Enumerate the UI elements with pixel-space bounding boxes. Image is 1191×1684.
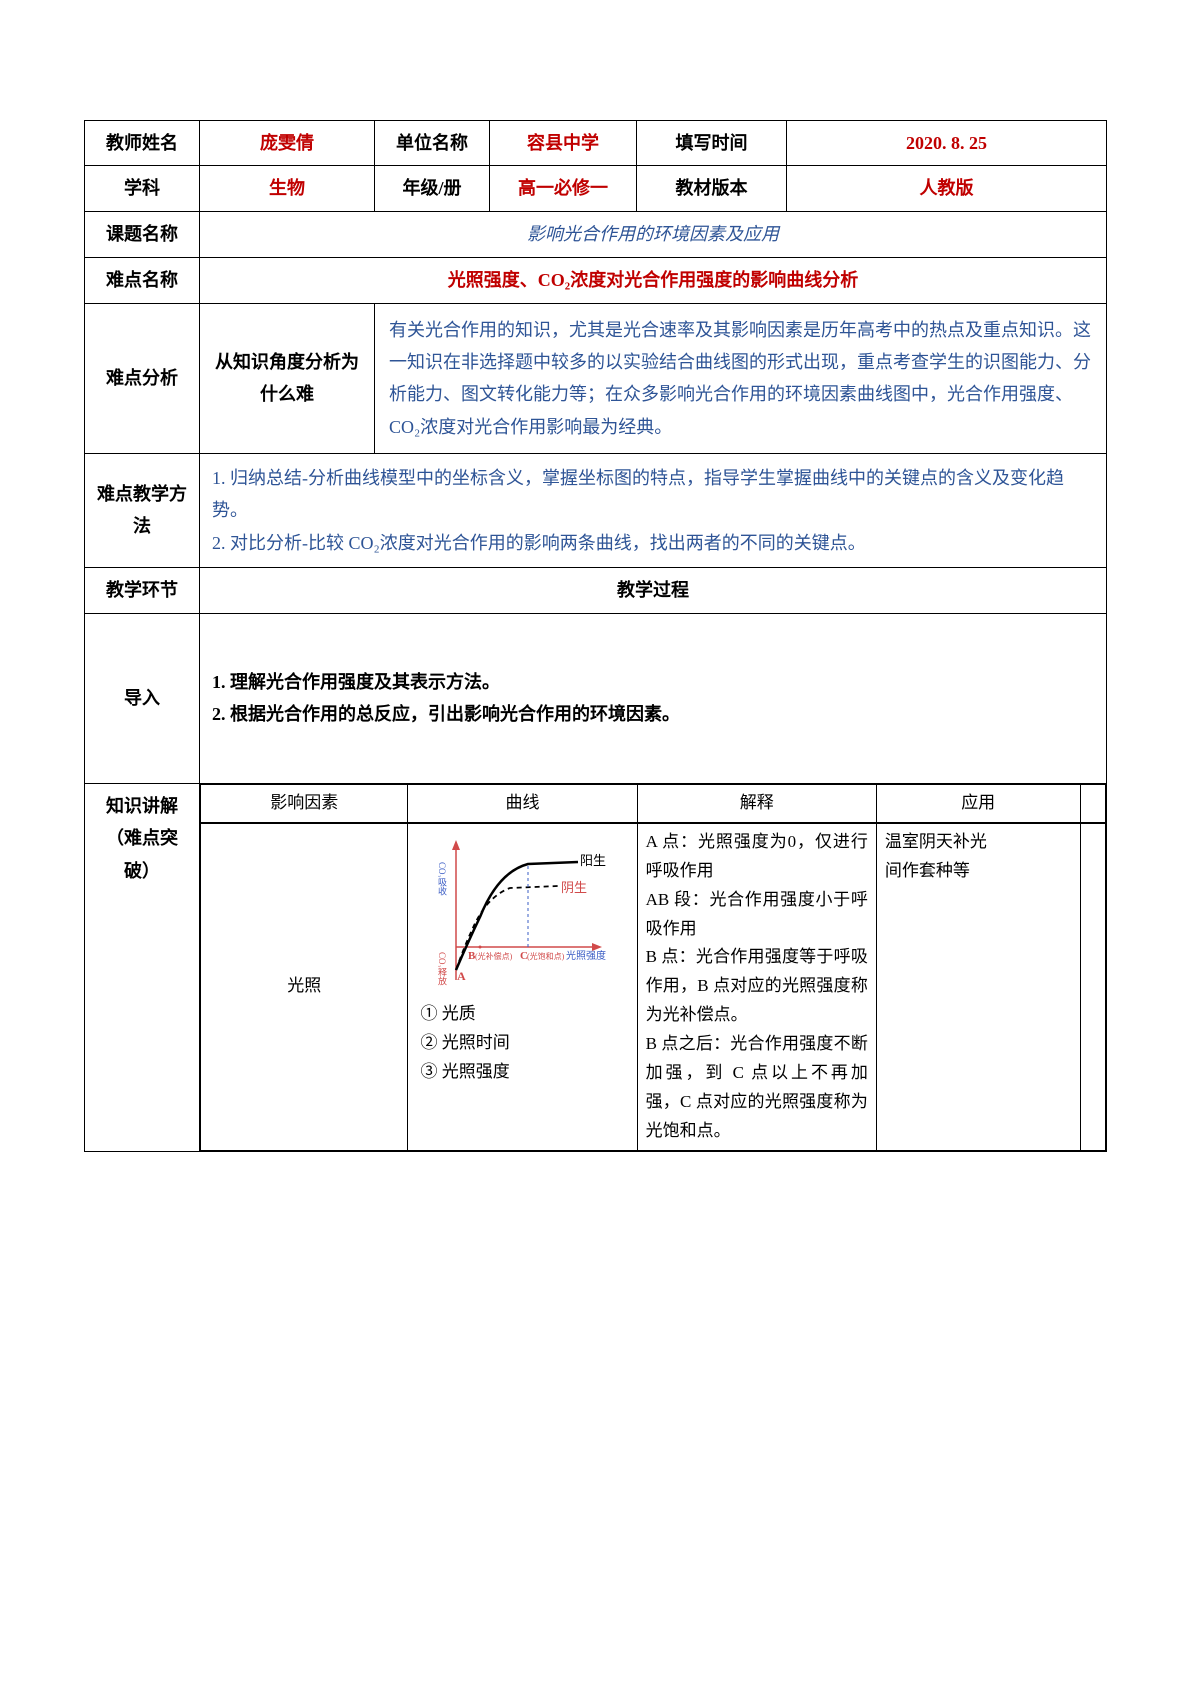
note-1: ① 光质 [420,1000,632,1029]
teaching-method-label: 难点教学方法 [85,453,200,567]
intro-content: 1. 理解光合作用强度及其表示方法。 2. 根据光合作用的总反应，引出影响光合作… [200,613,1107,783]
date-label: 填写时间 [637,121,787,166]
sub-col-apply: 应用 [876,784,1080,822]
teacher-name-value: 庞雯倩 [200,121,375,166]
teaching-phase-label: 教学环节 [85,567,200,613]
svg-text:CO₂吸收: CO₂吸收 [438,862,447,897]
grade-value: 高一必修一 [490,166,637,211]
svg-text:光照强度: 光照强度 [566,949,606,962]
date-value: 2020. 8. 25 [787,121,1107,166]
knowledge-content-container: 光照 [200,823,1107,1151]
empty-cell [1080,824,1105,1150]
method-line-2: 2. 对比分析-比较 CO₂浓度对光合作用的影响两条曲线，找出两者的不同的关键点… [212,527,1094,559]
difficulty-analysis-content: 有关光合作用的知识，尤其是光合速率及其影响因素是历年高考中的热点及重点知识。这一… [375,303,1107,453]
subject-value: 生物 [200,166,375,211]
curve-cell: 阳生 阴生 CO₂吸收 CO₂释放 A B (光补偿点) C (光饱和点) [408,824,637,1150]
knowledge-subtable-container: 影响因素 曲线 解释 应用 [200,783,1107,823]
explanation-cell: A 点：光照强度为0，仅进行呼吸作用 AB 段：光合作用强度小于呼吸作用 B 点… [637,824,876,1150]
subject-label: 学科 [85,166,200,211]
unit-name-value: 容县中学 [490,121,637,166]
intro-line-1: 1. 理解光合作用强度及其表示方法。 [212,666,1094,698]
chart: 阳生 阴生 CO₂吸收 CO₂释放 A B (光补偿点) C (光饱和点) [438,832,608,992]
difficulty-analysis-sublabel: 从知识角度分析为什么难 [200,303,375,453]
topic-value: 影响光合作用的环境因素及应用 [200,211,1107,257]
svg-text:阳生: 阳生 [580,853,606,868]
teaching-phase-value: 教学过程 [200,567,1107,613]
sub-col-factor: 影响因素 [201,784,408,822]
topic-label: 课题名称 [85,211,200,257]
chart-notes: ① 光质 ② 光照时间 ③ 光照强度 [412,1000,632,1087]
grade-label: 年级/册 [375,166,490,211]
note-2: ② 光照时间 [420,1029,632,1058]
difficulty-name-value: 光照强度、CO₂浓度对光合作用强度的影响曲线分析 [200,257,1107,303]
svg-text:(光补偿点): (光补偿点) [475,951,513,961]
difficulty-analysis-label: 难点分析 [85,303,200,453]
difficulty-name-label: 难点名称 [85,257,200,303]
knowledge-content-table: 光照 [200,824,1106,1151]
note-3: ③ 光照强度 [420,1058,632,1087]
method-line-1: 1. 归纳总结-分析曲线模型中的坐标含义，掌握坐标图的特点，指导学生掌握曲线中的… [212,462,1094,527]
textbook-label: 教材版本 [637,166,787,211]
svg-text:A: A [457,969,466,983]
sub-col-curve: 曲线 [408,784,637,822]
knowledge-label: 知识讲解 （难点突破） [85,783,200,1151]
application-cell: 温室阴天补光 间作套种等 [876,824,1080,1150]
knowledge-subtable: 影响因素 曲线 解释 应用 [200,784,1106,823]
svg-text:CO₂释放: CO₂释放 [438,952,447,987]
lesson-plan-table: 教师姓名 庞雯倩 单位名称 容县中学 填写时间 2020. 8. 25 学科 生… [84,120,1107,1152]
knowledge-label-1: 知识讲解 [93,790,191,822]
teacher-name-label: 教师姓名 [85,121,200,166]
knowledge-label-2: （难点突破） [93,822,191,887]
factor-cell: 光照 [201,824,408,1150]
svg-text:(光饱和点): (光饱和点) [527,951,565,961]
intro-label: 导入 [85,613,200,783]
textbook-value: 人教版 [787,166,1107,211]
svg-text:阴生: 阴生 [561,880,587,895]
intro-line-2: 2. 根据光合作用的总反应，引出影响光合作用的环境因素。 [212,698,1094,730]
sub-col-explain: 解释 [637,784,876,822]
sub-col-empty [1080,784,1105,822]
teaching-method-content: 1. 归纳总结-分析曲线模型中的坐标含义，掌握坐标图的特点，指导学生掌握曲线中的… [200,453,1107,567]
chart-svg: 阳生 阴生 CO₂吸收 CO₂释放 A B (光补偿点) C (光饱和点) [438,832,608,992]
unit-name-label: 单位名称 [375,121,490,166]
